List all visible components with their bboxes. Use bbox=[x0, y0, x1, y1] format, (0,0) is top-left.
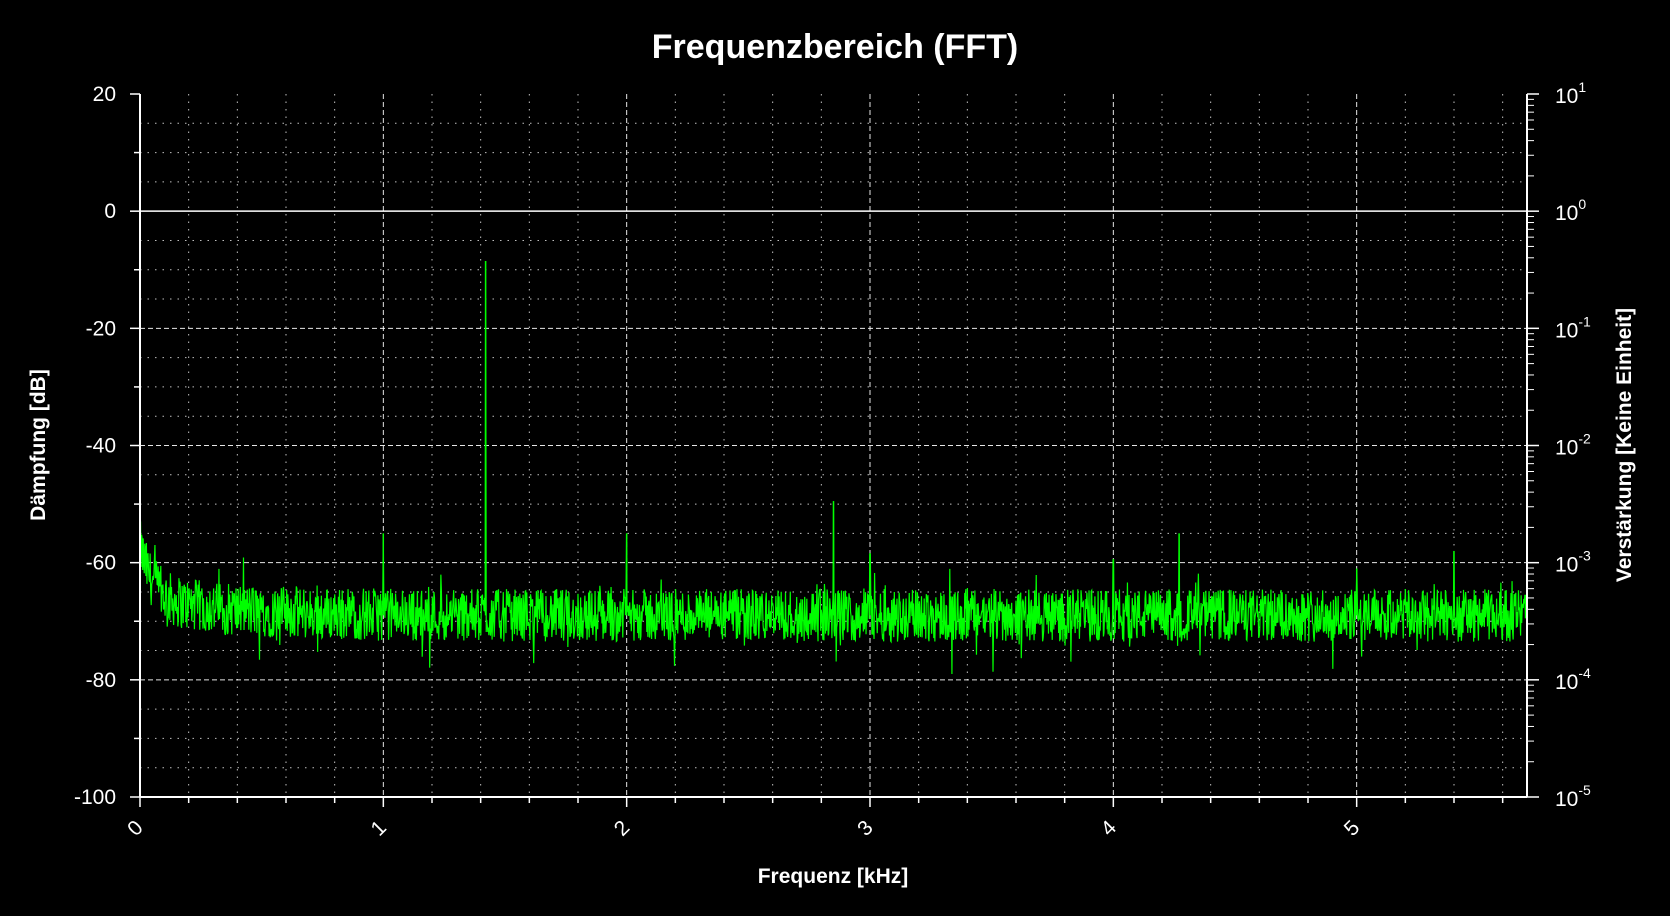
x-axis-label: Frequenz [kHz] bbox=[758, 865, 909, 888]
y2-tick-label: 10-3 bbox=[1555, 548, 1591, 577]
y-tick-label: 0 bbox=[104, 200, 116, 223]
axes bbox=[130, 93, 1539, 807]
y-tick-label: -60 bbox=[86, 552, 116, 575]
y2-tick-label: 10-5 bbox=[1555, 782, 1591, 811]
y2-tick-label: 10-4 bbox=[1555, 665, 1591, 694]
y2-tick-label: 10-1 bbox=[1555, 313, 1591, 342]
y2-tick-label: 101 bbox=[1555, 79, 1586, 108]
y-tick-label: -80 bbox=[86, 669, 116, 692]
grid bbox=[140, 94, 1527, 797]
y-tick-label: -20 bbox=[86, 317, 116, 340]
y2-tick-label: 100 bbox=[1555, 196, 1586, 225]
chart-title: Frequenzbereich (FFT) bbox=[652, 28, 1018, 66]
y-tick-label: -40 bbox=[86, 435, 116, 458]
y2-axis-label: Verstärkung [Keine Einheit] bbox=[1613, 308, 1636, 582]
series-layer bbox=[139, 260, 1528, 675]
series-line bbox=[139, 260, 1528, 675]
y2-tick-label: 10-2 bbox=[1555, 431, 1591, 460]
y-tick-label: -100 bbox=[74, 786, 116, 809]
y-tick-label: 20 bbox=[93, 83, 116, 106]
y-axis-label: Dämpfung [dB] bbox=[27, 369, 50, 521]
